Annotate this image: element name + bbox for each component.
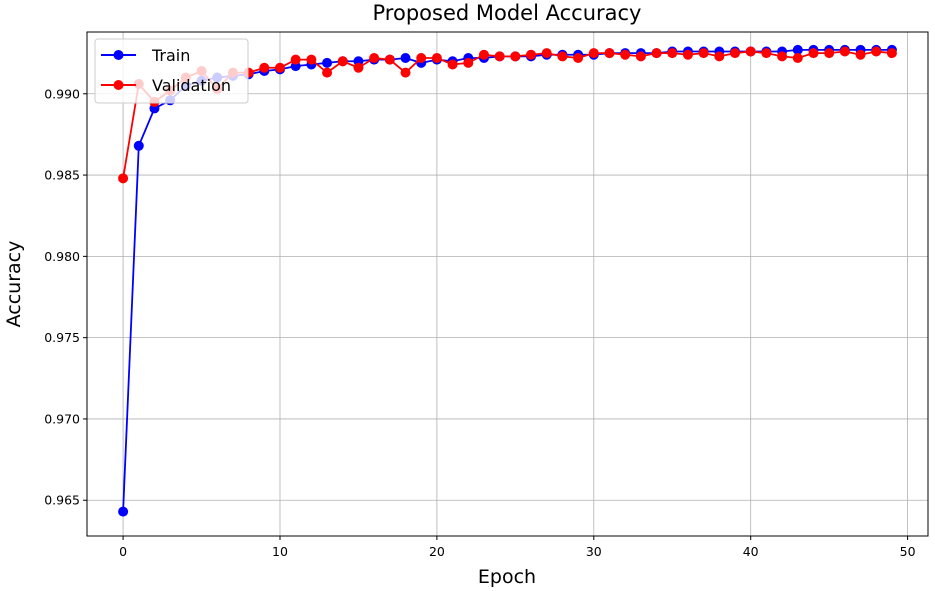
validation-point <box>761 48 772 59</box>
validation-point <box>698 48 709 59</box>
validation-point <box>478 49 489 60</box>
validation-point <box>541 48 552 59</box>
train-point <box>133 140 144 151</box>
validation-point <box>714 51 725 62</box>
validation-point <box>447 59 458 70</box>
x-tick-label: 40 <box>743 544 759 559</box>
validation-point <box>306 54 317 65</box>
validation-point <box>667 48 678 59</box>
validation-point <box>777 51 788 62</box>
validation-point <box>353 62 364 73</box>
y-tick-label: 0.975 <box>44 330 80 345</box>
legend-validation-marker <box>113 80 124 90</box>
x-tick-label: 50 <box>900 544 916 559</box>
validation-point <box>588 48 599 59</box>
legend-train-marker <box>113 50 124 60</box>
validation-point <box>604 48 615 59</box>
validation-point <box>839 46 850 57</box>
validation-point <box>526 49 537 60</box>
validation-point <box>431 53 442 64</box>
train-point <box>322 57 333 68</box>
legend-train-label: Train <box>151 46 190 65</box>
validation-point <box>824 48 835 59</box>
validation-point <box>463 57 474 68</box>
train-point <box>118 506 129 517</box>
y-tick-label: 0.985 <box>44 168 80 183</box>
validation-point <box>400 67 411 78</box>
train-line <box>122 48 892 512</box>
legend: Train Validation <box>94 38 249 104</box>
x-tick-label: 0 <box>119 544 127 559</box>
validation-point <box>274 62 285 73</box>
validation-point <box>384 54 395 65</box>
y-axis-label: Accuracy <box>3 241 25 328</box>
series-validation <box>118 46 897 184</box>
series-train <box>118 44 897 517</box>
y-tick-label: 0.980 <box>44 249 80 264</box>
validation-point <box>792 53 803 64</box>
legend-validation-label: Validation <box>152 76 231 95</box>
x-tick-label: 10 <box>272 544 288 559</box>
plot-frame <box>86 31 929 537</box>
validation-point <box>118 173 129 184</box>
plot-series <box>118 44 897 517</box>
validation-point <box>573 53 584 64</box>
validation-point <box>416 53 427 64</box>
axis-ticks: 0 10 20 30 40 50 0.965 0.970 0.975 0.980 0.985 0.99… <box>44 86 915 559</box>
x-tick-label: 20 <box>429 544 445 559</box>
y-tick-label: 0.990 <box>44 86 80 101</box>
validation-point <box>886 48 897 59</box>
validation-point <box>322 67 333 78</box>
validation-point <box>635 51 646 62</box>
x-tick-label: 30 <box>586 544 602 559</box>
validation-point <box>510 51 521 62</box>
y-tick-label: 0.965 <box>44 493 80 508</box>
x-axis-label: Epoch <box>478 566 536 588</box>
validation-point <box>494 51 505 62</box>
validation-point <box>620 49 631 60</box>
y-tick-label: 0.970 <box>44 411 80 426</box>
validation-point <box>290 54 301 65</box>
validation-point <box>557 51 568 62</box>
validation-point <box>808 48 819 59</box>
validation-point <box>369 53 380 64</box>
grid <box>87 32 928 536</box>
chart-title: Proposed Model Accuracy <box>373 1 642 25</box>
validation-point <box>682 49 693 60</box>
validation-point <box>651 48 662 59</box>
validation-point <box>871 46 882 57</box>
validation-point <box>745 46 756 57</box>
validation-point <box>337 56 348 67</box>
validation-point <box>730 48 741 59</box>
validation-point <box>855 49 866 60</box>
validation-point <box>259 62 270 73</box>
train-point <box>400 53 411 64</box>
train-point <box>792 44 803 55</box>
